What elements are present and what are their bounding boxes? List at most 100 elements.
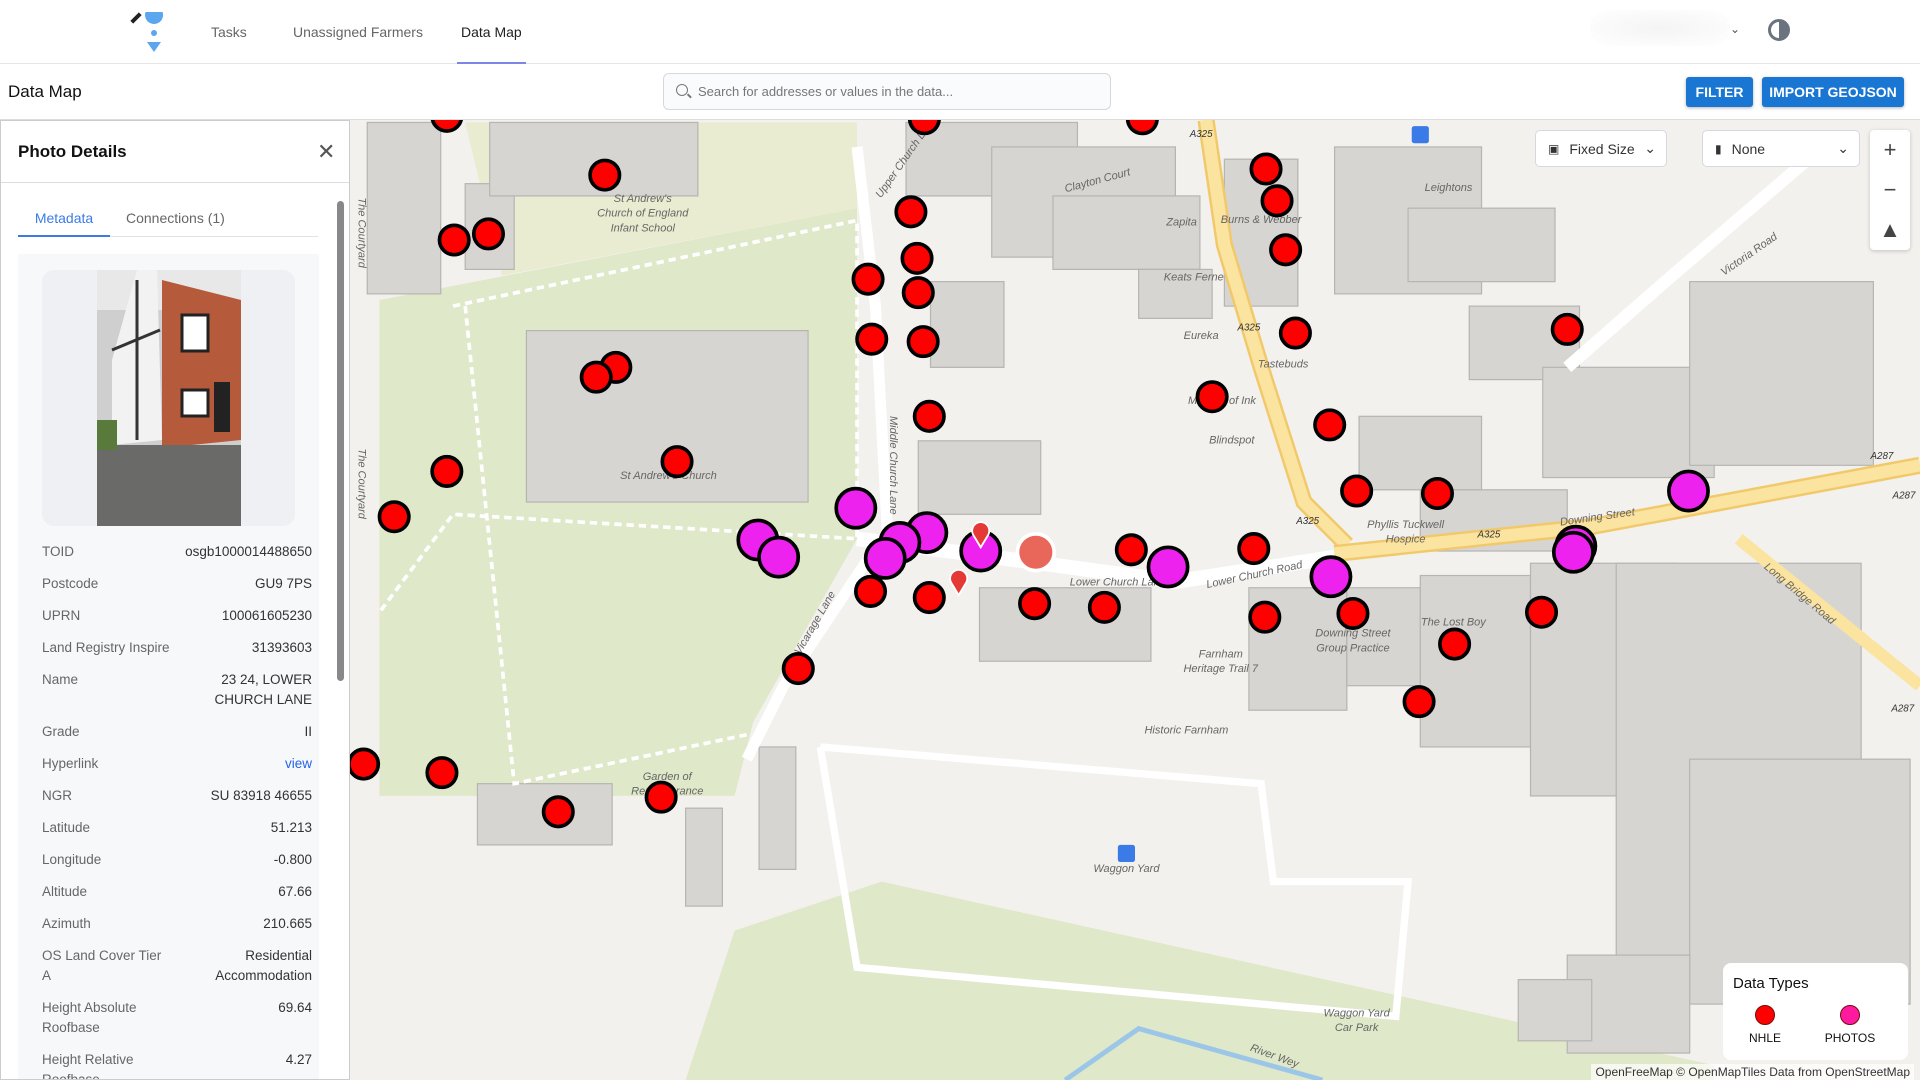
tab-connections[interactable]: Connections (1) xyxy=(126,210,225,226)
car-park-roads xyxy=(816,743,1413,1021)
location-pin-icon[interactable] xyxy=(971,521,991,550)
photo-marker[interactable] xyxy=(1146,545,1190,589)
map-layer[interactable]: St Andrew's Church of England Infant Schoo… xyxy=(350,120,1920,1080)
search-input[interactable]: Search for addresses or values in the da… xyxy=(663,73,1111,110)
nhle-marker[interactable] xyxy=(1340,474,1374,508)
nhle-marker[interactable] xyxy=(1420,476,1454,510)
nhle-marker[interactable] xyxy=(907,120,941,136)
nhle-marker[interactable] xyxy=(781,652,815,686)
map-label: Hospice xyxy=(1386,533,1426,545)
map-label: Farnham xyxy=(1199,649,1243,661)
nhle-marker[interactable] xyxy=(541,795,575,829)
page-title: Data Map xyxy=(8,82,82,101)
nhle-marker[interactable] xyxy=(906,325,940,359)
nhle-marker[interactable] xyxy=(1336,596,1370,630)
size-select[interactable]: ▣ Fixed Size ⌄ xyxy=(1535,130,1667,167)
map-label: A325 xyxy=(1189,129,1213,140)
metadata-row: NGR SU 83918 46655 xyxy=(42,780,312,812)
nhle-marker[interactable] xyxy=(851,262,885,296)
nhle-marker[interactable] xyxy=(1313,408,1347,442)
nhle-marker[interactable] xyxy=(1525,595,1559,629)
photo-marker[interactable] xyxy=(1667,469,1710,513)
nhle-marker[interactable] xyxy=(1248,600,1282,634)
map-canvas[interactable]: St Andrew's Church of England Infant Schoo… xyxy=(350,120,1920,1080)
metadata-row: Name 23 24, LOWER CHURCH LANE xyxy=(42,664,312,716)
map-label: A287 xyxy=(1892,490,1916,501)
filter-button[interactable]: FILTER xyxy=(1686,77,1753,107)
building xyxy=(1358,415,1483,491)
metadata-value: 31393603 xyxy=(251,640,312,655)
nhle-marker[interactable] xyxy=(1438,627,1472,661)
nhle-marker[interactable] xyxy=(912,399,946,433)
metric-select-value: None xyxy=(1731,140,1766,157)
nhle-marker[interactable] xyxy=(1249,152,1283,186)
hyperlink-view[interactable]: view xyxy=(284,756,312,771)
nhle-marker[interactable] xyxy=(660,445,694,479)
nhle-marker[interactable] xyxy=(855,322,889,356)
metadata-value: 67.66 xyxy=(278,884,312,899)
nhle-marker[interactable] xyxy=(377,500,411,534)
nhle-marker[interactable] xyxy=(1278,316,1312,350)
user-menu[interactable] xyxy=(1590,10,1730,46)
nhle-marker[interactable] xyxy=(350,747,381,781)
selected-marker[interactable] xyxy=(1015,532,1057,573)
road-a325-fill xyxy=(1199,120,1352,550)
nhle-marker[interactable] xyxy=(1550,312,1584,346)
parking-icon xyxy=(1117,844,1135,863)
nhle-marker[interactable] xyxy=(912,581,946,615)
nhle-marker[interactable] xyxy=(901,276,935,310)
map-label: St Andrew's xyxy=(614,193,673,205)
nhle-marker[interactable] xyxy=(1402,685,1436,719)
nhle-marker[interactable] xyxy=(579,360,613,394)
photo-marker[interactable] xyxy=(757,535,801,579)
nhle-marker[interactable] xyxy=(1195,380,1229,414)
nhle-marker[interactable] xyxy=(894,195,928,229)
nhle-marker[interactable] xyxy=(1260,184,1294,218)
photo-marker[interactable] xyxy=(1551,530,1595,574)
metadata-value: osgb1000014488650 xyxy=(185,544,312,559)
nhle-marker[interactable] xyxy=(430,120,463,133)
nhle-marker[interactable] xyxy=(853,574,888,608)
nhle-marker[interactable] xyxy=(644,780,678,814)
import-geojson-button[interactable]: IMPORT GEOJSON xyxy=(1762,77,1904,107)
map-label: Heritage Trail 7 xyxy=(1183,663,1258,675)
nav-tab-unassigned-farmers[interactable]: Unassigned Farmers xyxy=(293,24,423,40)
nhle-marker[interactable] xyxy=(1237,532,1271,566)
nhle-marker[interactable] xyxy=(430,454,464,488)
tab-metadata[interactable]: Metadata xyxy=(18,199,110,237)
panel-scrollbar[interactable] xyxy=(336,185,345,1075)
close-icon[interactable]: ✕ xyxy=(317,139,336,164)
photo-marker[interactable] xyxy=(1309,555,1353,599)
nhle-marker[interactable] xyxy=(1269,233,1303,267)
metric-select[interactable]: ▮ None ⌄ xyxy=(1702,130,1860,167)
nhle-marker[interactable] xyxy=(437,223,471,257)
photo[interactable] xyxy=(42,270,295,526)
theme-toggle-icon[interactable] xyxy=(1768,19,1790,41)
zoom-in-button[interactable]: + xyxy=(1883,137,1897,162)
compass-button[interactable]: ▲ xyxy=(1879,217,1901,242)
nhle-marker[interactable] xyxy=(1018,587,1052,621)
nhle-marker[interactable] xyxy=(425,756,459,790)
metadata-row: Grade II xyxy=(42,716,312,748)
map-label: Phyllis Tuckwell xyxy=(1367,519,1444,531)
nav-tab-data-map[interactable]: Data Map xyxy=(457,0,526,64)
location-pin-icon[interactable] xyxy=(949,569,969,597)
nhle-marker[interactable] xyxy=(1114,533,1148,567)
map-label: Middle Church Lane xyxy=(887,416,899,515)
zoom-out-button[interactable]: − xyxy=(1883,177,1897,202)
nhle-marker[interactable] xyxy=(588,158,622,192)
chevron-down-icon[interactable]: ⌄ xyxy=(1730,22,1741,36)
photo-marker[interactable] xyxy=(834,486,878,530)
nhle-marker[interactable] xyxy=(900,241,934,275)
nhle-marker[interactable] xyxy=(1087,590,1121,624)
map-label: A325 xyxy=(1295,516,1319,527)
photo-marker[interactable] xyxy=(863,536,907,580)
nhle-marker[interactable] xyxy=(471,217,505,251)
nav-tab-tasks[interactable]: Tasks xyxy=(211,24,247,40)
metadata-key: Azimuth xyxy=(42,916,91,931)
chevron-down-icon: ⌄ xyxy=(1837,140,1849,156)
nhle-marker[interactable] xyxy=(1125,120,1159,136)
map-label: Garden of xyxy=(643,771,694,783)
building xyxy=(1689,281,1874,466)
metadata-key: Land Registry Inspire xyxy=(42,640,170,655)
